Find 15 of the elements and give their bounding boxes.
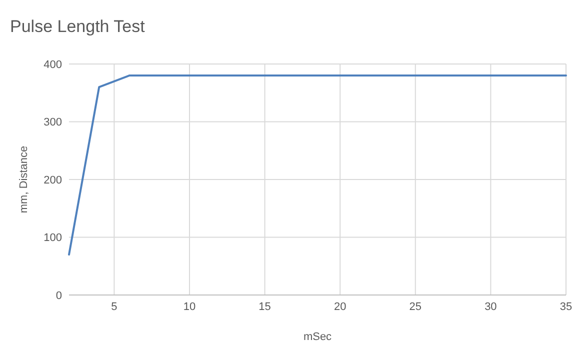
x-tick-label: 5 xyxy=(111,301,118,313)
y-tick-label: 400 xyxy=(44,58,62,71)
x-tick-label: 10 xyxy=(183,301,196,313)
y-tick-label: 200 xyxy=(44,174,62,186)
x-tick-label: 15 xyxy=(258,301,271,313)
x-axis-title: mSec xyxy=(303,331,332,343)
x-tick-label: 35 xyxy=(560,301,572,313)
x-tick-label: 25 xyxy=(409,301,422,313)
y-tick-label: 100 xyxy=(44,232,62,244)
y-tick-label: 300 xyxy=(44,116,62,129)
chart-title: Pulse Length Test xyxy=(10,17,146,36)
y-tick-label: 0 xyxy=(56,290,62,302)
x-tick-label: 20 xyxy=(334,301,346,313)
y-axis-title: mm, Distance xyxy=(18,146,30,214)
x-tick-label: 30 xyxy=(484,301,497,313)
